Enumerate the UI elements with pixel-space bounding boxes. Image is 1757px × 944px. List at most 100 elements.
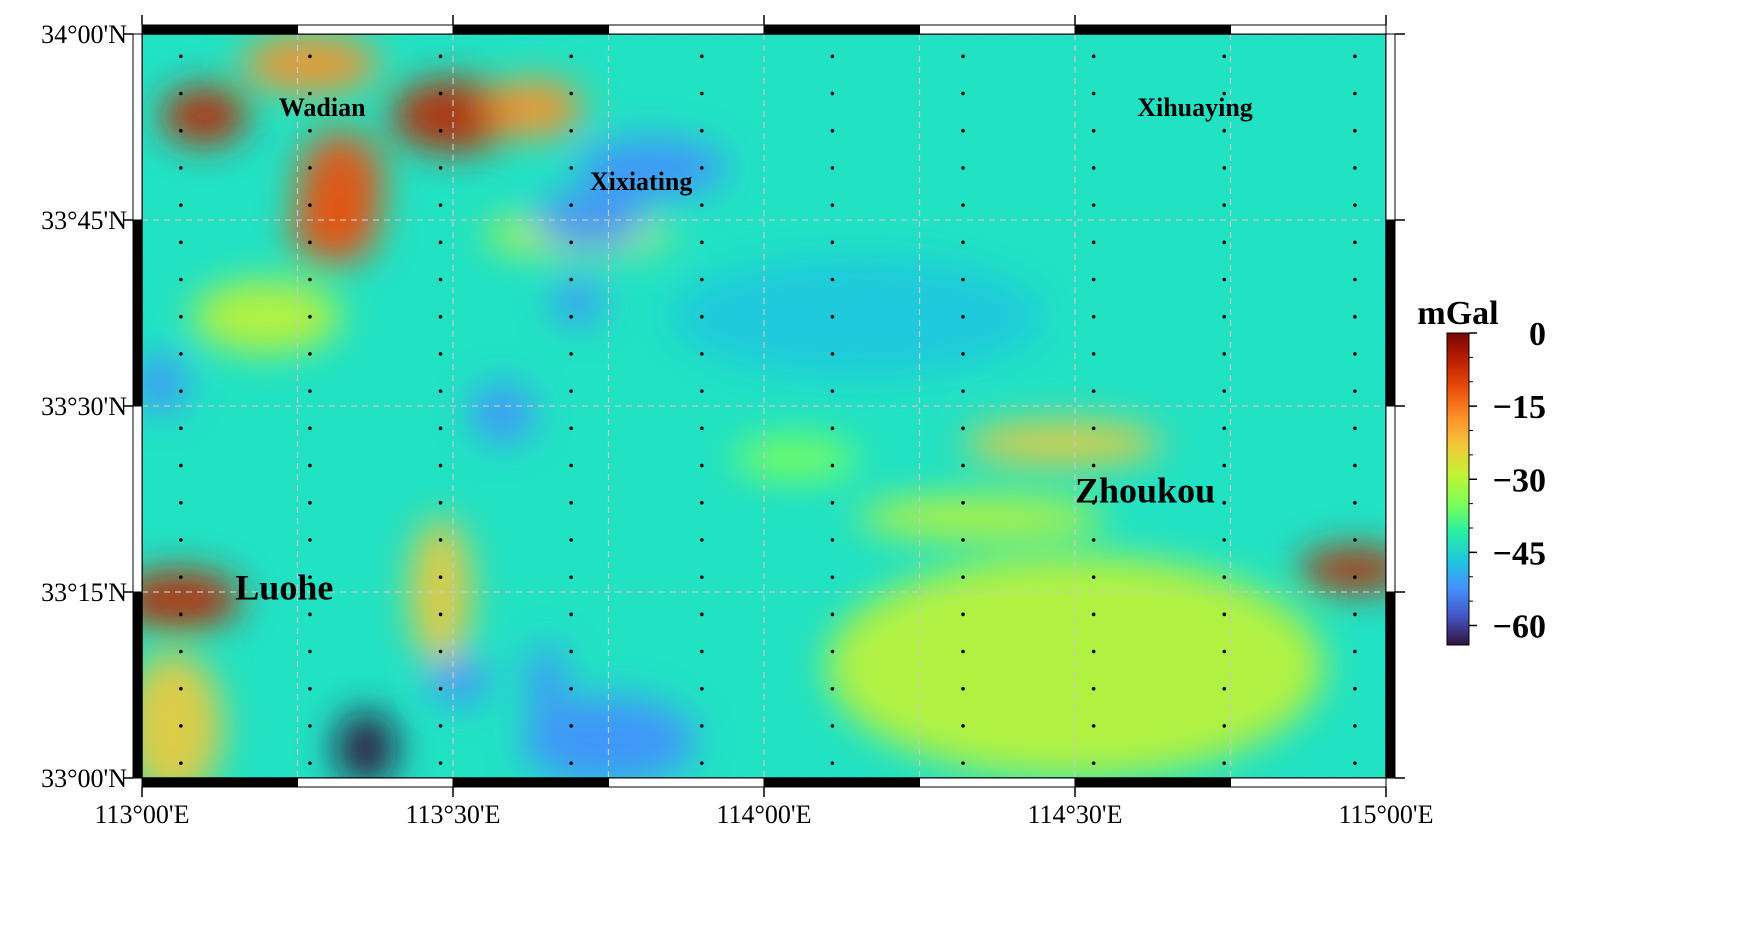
axis-ticks: 113°00'E 113°30'E 114°00'E 114°30'E 115°00'E… (41, 15, 1434, 829)
station-dot (1222, 463, 1227, 468)
station-dot (1091, 277, 1096, 282)
station-dot (1222, 277, 1227, 282)
station-dot (1091, 575, 1096, 579)
frame-bar-bottom (919, 777, 1076, 788)
station-dot (569, 203, 573, 207)
anomaly-blob (160, 86, 248, 146)
station-dot (830, 240, 835, 245)
anomaly-blob (857, 495, 1107, 540)
station-dot (961, 463, 965, 468)
frame-bar-right (1385, 219, 1396, 407)
station-dot (179, 463, 183, 468)
station-dot (1353, 724, 1357, 728)
colorbar-title: mGal (1417, 295, 1498, 332)
station-dot (438, 203, 443, 207)
station-dot (438, 314, 443, 319)
station-dot (961, 538, 965, 542)
station-dot (308, 724, 312, 728)
colorbar-tick-label: 0 (1529, 316, 1546, 353)
anomaly-blob (191, 279, 342, 354)
colorbar-tick-label: −45 (1493, 535, 1546, 572)
frame-bar-top (141, 24, 298, 35)
station-dot (569, 538, 573, 542)
station-dot (1222, 314, 1227, 319)
station-dot (700, 538, 704, 542)
station-dot (308, 686, 312, 691)
station-dot (569, 91, 573, 96)
station-dot (438, 426, 443, 431)
anomaly-blob (533, 190, 646, 250)
station-dot (700, 761, 704, 765)
frame-bar-top (763, 24, 920, 35)
y-tick-label: 34°00'N (41, 20, 127, 49)
station-dot (569, 389, 573, 393)
station-dot (830, 91, 835, 96)
station-dot (569, 463, 573, 468)
station-dot (1091, 649, 1096, 654)
station-dot (179, 612, 183, 617)
map-frame (132, 24, 1396, 788)
anomaly-blob (577, 138, 727, 198)
station-dot (700, 128, 704, 133)
station-dot (830, 277, 835, 282)
station-dot (438, 240, 443, 245)
station-dot (308, 575, 312, 579)
frame-bar-bottom (763, 777, 920, 788)
station-dot (1091, 500, 1096, 505)
station-dot (1091, 91, 1096, 96)
station-dot (179, 575, 183, 579)
station-dot (1222, 128, 1227, 133)
station-dot (308, 426, 312, 431)
station-dot (569, 426, 573, 431)
station-dot (1353, 612, 1357, 617)
station-dot (830, 686, 835, 691)
station-dot (438, 500, 443, 505)
station-dot (308, 649, 312, 654)
station-dot (438, 166, 443, 170)
station-dot (308, 500, 312, 505)
station-dot (830, 314, 835, 319)
station-dot (179, 389, 183, 393)
station-dot (308, 538, 312, 542)
y-tick-label: 33°45'N (41, 206, 127, 235)
station-dot (700, 277, 704, 282)
station-dot (1091, 724, 1096, 728)
station-dot (1091, 612, 1096, 617)
station-dot (1222, 352, 1227, 356)
station-dot (179, 500, 183, 505)
station-dot (1091, 314, 1096, 319)
frame-bar-left (132, 219, 143, 407)
station-dot (1353, 352, 1357, 356)
place-labels: Wadian Xixiating Xihuaying Zhoukou Luohe (235, 93, 1253, 608)
station-dot (1353, 538, 1357, 542)
station-dot (961, 426, 965, 431)
station-dot (1091, 686, 1096, 691)
station-dot (569, 686, 573, 691)
station-dot (438, 575, 443, 579)
station-dot (1222, 761, 1227, 765)
frame-bar-top (297, 24, 454, 35)
station-dot (1222, 389, 1227, 393)
station-dot (961, 314, 965, 319)
frame-bar-top (1074, 24, 1231, 35)
station-dot (1091, 761, 1096, 765)
station-dot (830, 426, 835, 431)
station-dot (179, 538, 183, 542)
anomaly-blob (428, 658, 491, 704)
y-tick-label: 33°15'N (41, 578, 127, 607)
station-dot (1222, 724, 1227, 728)
station-dot (830, 352, 835, 356)
station-dot (179, 724, 183, 728)
station-dot (179, 649, 183, 654)
station-dot (308, 91, 312, 96)
station-dot (179, 277, 183, 282)
station-dot (179, 54, 183, 59)
x-tick-label: 114°00'E (717, 800, 812, 829)
station-dot (830, 761, 835, 765)
station-dot (308, 314, 312, 319)
station-dot (1091, 203, 1096, 207)
station-dot (961, 612, 965, 617)
station-dot (308, 463, 312, 468)
station-dot (830, 575, 835, 579)
